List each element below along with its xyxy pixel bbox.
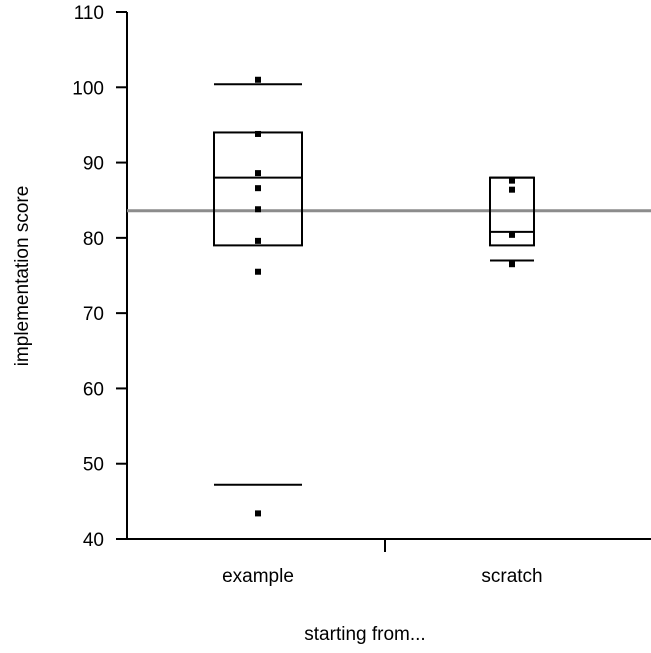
data-point-example xyxy=(255,237,261,244)
x-tick-label: example xyxy=(222,566,294,587)
data-point-example xyxy=(255,76,261,83)
data-point-example xyxy=(255,130,261,137)
data-point-example xyxy=(255,206,261,213)
y-axis-title: implementation score xyxy=(12,186,33,367)
y-tick-label: 110 xyxy=(74,3,104,24)
y-tick-label: 100 xyxy=(72,78,104,99)
data-point-example xyxy=(255,510,261,517)
data-point-example xyxy=(255,170,261,177)
y-tick-label: 70 xyxy=(83,304,104,325)
x-axis-ticks: example scratch xyxy=(222,539,543,587)
y-tick-label: 90 xyxy=(83,154,104,175)
box-layer xyxy=(213,83,535,486)
y-axis-ticks: 40 50 60 70 80 90 100 110 xyxy=(72,3,127,551)
y-tick-label: 40 xyxy=(83,530,104,551)
x-tick-label: scratch xyxy=(481,566,542,587)
y-tick-label: 80 xyxy=(83,229,104,250)
data-point-scratch xyxy=(509,177,515,184)
data-point-example xyxy=(255,268,261,275)
point-layer xyxy=(255,76,515,517)
y-tick-label: 50 xyxy=(83,455,104,476)
x-axis-title: starting from... xyxy=(304,624,425,645)
data-point-example xyxy=(255,185,261,192)
data-point-scratch xyxy=(509,261,515,268)
data-point-scratch xyxy=(509,231,515,238)
data-point-scratch xyxy=(509,186,515,193)
y-tick-label: 60 xyxy=(83,379,104,400)
